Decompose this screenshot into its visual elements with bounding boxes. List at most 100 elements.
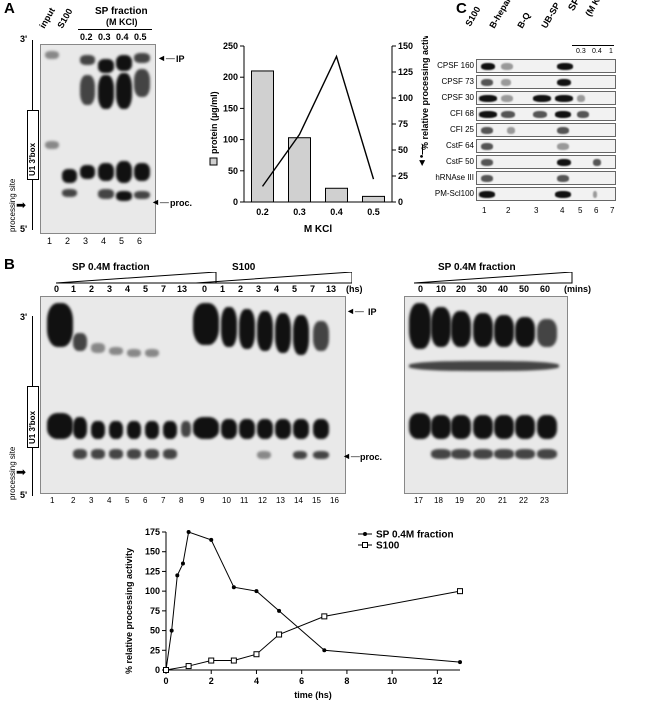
y-tick-label: 150 — [223, 103, 238, 113]
data-point — [231, 585, 236, 590]
u1-3box-label: U1 3'box — [28, 142, 37, 176]
data-point — [209, 537, 214, 542]
mins-wedge — [414, 272, 573, 284]
lane-number: 18 — [434, 496, 443, 505]
x-tick-label: 6 — [299, 676, 304, 686]
y2-tick-label: 100 — [398, 93, 413, 103]
three-prime-label: 3' — [20, 312, 28, 322]
y2-tick-label: 150 — [398, 41, 413, 51]
x-tick-label: 8 — [344, 676, 349, 686]
blot-row — [476, 91, 616, 105]
data-point — [230, 657, 237, 664]
time-label: 30 — [477, 284, 488, 294]
lane-number: 4 — [560, 206, 565, 215]
y2-tick-label: 0 — [398, 197, 403, 207]
ip-label-b: IP — [368, 307, 377, 317]
lane-number: 8 — [179, 496, 184, 505]
lane-numbers-b: 1 2 3 4 5 6 7 8 9 10 11 12 13 14 15 16 — [40, 496, 344, 508]
time-label: 60 — [540, 284, 551, 294]
x-tick-label: 2 — [209, 676, 214, 686]
y2-tick-label: 125 — [398, 67, 413, 77]
panel-a-letter: A — [4, 0, 15, 17]
panel-c-letter: C — [456, 0, 467, 17]
sp-header-rule — [78, 29, 152, 30]
mins-unit: (mins) — [564, 284, 591, 294]
bar — [362, 195, 385, 203]
ip-arrow-icon: ◄— — [157, 53, 175, 63]
lane-number: 19 — [455, 496, 464, 505]
legend-marker — [362, 542, 368, 548]
time-label: 5 — [143, 284, 149, 294]
y-tick-label: 100 — [145, 586, 160, 596]
processing-site-arrow-icon: ➡ — [16, 198, 27, 212]
x-tick-label: 0.2 — [256, 207, 269, 217]
bar — [251, 70, 274, 203]
time-label: 1 — [71, 284, 77, 294]
ip-arrow-icon: ◄— — [346, 306, 364, 316]
five-prime-label: 5' — [20, 224, 28, 234]
ip-label: IP — [176, 54, 185, 64]
lane-number: 2 — [71, 496, 76, 505]
y-tick-label: 200 — [223, 72, 238, 82]
lane-number: 16 — [330, 496, 339, 505]
y-tick-label: 25 — [150, 645, 160, 655]
gel-panel-b-timecourse-hs — [40, 296, 346, 494]
lane-number: 20 — [476, 496, 485, 505]
blot-conc: 0.4 — [592, 48, 602, 55]
y-tick-label: 125 — [145, 566, 160, 576]
y-tick-label: 75 — [150, 606, 160, 616]
x-axis-label: time (hs) — [294, 690, 332, 700]
data-point — [175, 573, 180, 578]
blot-row-label: CstF 64 — [445, 141, 474, 150]
time-label: 3 — [256, 284, 262, 294]
blot-row — [476, 59, 616, 73]
conc-label: 0.2 — [80, 32, 93, 42]
time-label: 0 — [202, 284, 208, 294]
time-label: 4 — [274, 284, 280, 294]
y-axis-label: protein (µg/ml) — [209, 91, 219, 154]
blot-col-header: B-Q — [515, 10, 533, 30]
y-tick-label: 50 — [150, 626, 160, 636]
panel-b-letter: B — [4, 256, 15, 273]
lane-number: 1 — [47, 236, 53, 246]
time-label: 3 — [107, 284, 113, 294]
data-point — [321, 613, 328, 620]
y-tick-label: 0 — [155, 665, 160, 675]
sp-time-title: SP 0.4M fraction — [72, 262, 150, 273]
y-tick-label: 175 — [145, 527, 160, 537]
x-tick-label: 12 — [432, 676, 442, 686]
data-point — [457, 588, 463, 595]
lane-number: 11 — [240, 496, 249, 505]
lane-number: 14 — [294, 496, 303, 505]
x-tick-label: 0.5 — [367, 207, 380, 217]
x-tick-label: 0.4 — [330, 207, 343, 217]
proc-arrow-icon: ◄— — [151, 197, 169, 207]
blot-row-labels: CPSF 160 CPSF 73 CPSF 30 CFI 68 CFI 25 C… — [420, 58, 474, 202]
blot-col-header: UB-SP — [539, 0, 563, 31]
lane-number: 15 — [312, 496, 321, 505]
lane-number: 13 — [276, 496, 285, 505]
time-wedges — [56, 272, 352, 284]
hs-unit: (hs) — [346, 284, 363, 294]
blot-row-label: CFI 25 — [449, 125, 474, 134]
conc-label: 0.3 — [98, 32, 111, 42]
time-label: 4 — [125, 284, 131, 294]
blot-row-label: CPSF 73 — [441, 77, 474, 86]
data-point — [458, 660, 462, 665]
x-tick-label: 10 — [387, 676, 397, 686]
lane-number: 7 — [161, 496, 166, 505]
u1-3box-label: U1 3'box — [28, 410, 37, 444]
blot-row-label: hRNAse III — [435, 173, 474, 182]
five-prime-label: 5' — [20, 490, 28, 500]
lane-number: 12 — [258, 496, 267, 505]
time-label: 1 — [220, 284, 226, 294]
lane-number: 3 — [89, 496, 94, 505]
blot-row — [476, 171, 616, 185]
mins-time-labels: 0 10 20 30 40 50 60 — [414, 284, 584, 296]
blot-row — [476, 107, 616, 121]
lane-header-s100: S100 — [55, 6, 75, 30]
lane-number: 10 — [222, 496, 231, 505]
lane-number: 6 — [143, 496, 148, 505]
data-point — [169, 628, 174, 633]
data-point — [163, 667, 169, 673]
